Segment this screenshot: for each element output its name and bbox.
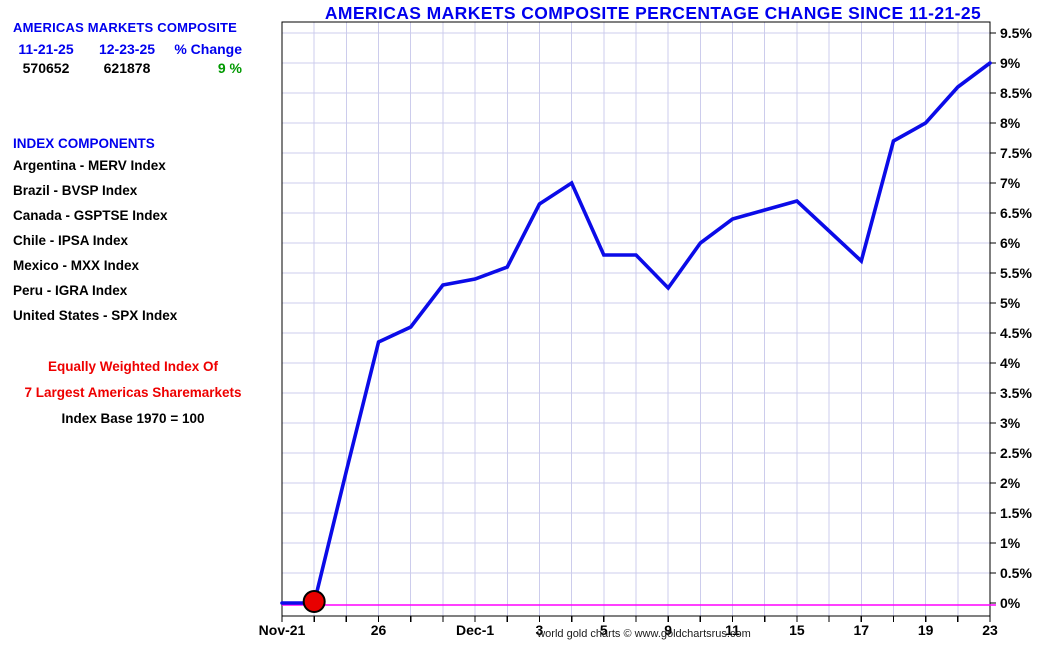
component-item: Canada - GSPTSE Index: [13, 208, 168, 223]
y-axis-tick-label: 3.5%: [1000, 385, 1032, 401]
x-axis-tick-label: 26: [371, 622, 387, 638]
x-axis-tick-label: 9: [664, 622, 672, 638]
start-marker-dot: [302, 590, 326, 613]
y-axis-tick-label: 7%: [1000, 175, 1021, 191]
x-axis-tick-label: 5: [600, 622, 608, 638]
change-column-label: % Change: [174, 41, 242, 57]
component-item: Mexico - MXX Index: [13, 258, 140, 273]
x-axis-tick-label: 3: [536, 622, 544, 638]
y-axis-tick-label: 3%: [1000, 415, 1021, 431]
y-axis-tick-label: 5.5%: [1000, 265, 1032, 281]
y-axis-tick-label: 6%: [1000, 235, 1021, 251]
end-date-label: 12-23-25: [98, 41, 156, 57]
start-value: 570652: [22, 60, 70, 76]
y-axis-tick-label: 8.5%: [1000, 85, 1032, 101]
y-axis-tick-label: 2.5%: [1000, 445, 1032, 461]
y-axis-tick-label: 8%: [1000, 115, 1021, 131]
note-seven-largest: 7 Largest Americas Sharemarkets: [24, 385, 242, 400]
copyright-footer: world gold charts © www.goldchartsrus.co…: [537, 628, 751, 640]
y-axis-tick-label: 7.5%: [1000, 145, 1032, 161]
y-axis-tick-label: 1.5%: [1000, 505, 1032, 521]
x-axis-tick-label: 19: [918, 622, 934, 638]
y-axis-tick-label: 0%: [1000, 595, 1021, 611]
x-axis-tick-label: 17: [853, 622, 869, 638]
y-axis-tick-label: 6.5%: [1000, 205, 1032, 221]
chart-main-title: AMERICAS MARKETS COMPOSITE PERCENTAGE CH…: [324, 3, 982, 23]
start-date-label: 11-21-25: [18, 41, 74, 57]
y-axis-tick-label: 9%: [1000, 55, 1021, 71]
index-notes: Equally Weighted Index Of 7 Largest Amer…: [0, 354, 266, 432]
component-item: Chile - IPSA Index: [13, 233, 129, 248]
x-axis-tick-label: Dec-1: [456, 622, 494, 638]
components-list: Argentina - MERV Index Brazil - BVSP Inde…: [13, 153, 273, 328]
x-axis-tick-label: 15: [789, 622, 805, 638]
component-item: United States - SPX Index: [13, 308, 178, 323]
end-value: 621878: [103, 60, 151, 76]
composite-title: AMERICAS MARKETS COMPOSITE: [13, 20, 238, 35]
component-item: Peru - IGRA Index: [13, 283, 128, 298]
y-axis-tick-label: 4.5%: [1000, 325, 1032, 341]
component-item: Brazil - BVSP Index: [13, 183, 138, 198]
components-heading: INDEX COMPONENTS: [13, 136, 155, 151]
y-axis-tick-label: 5%: [1000, 295, 1021, 311]
component-item: Argentina - MERV Index: [13, 158, 166, 173]
x-axis-tick-label: 23: [982, 622, 998, 638]
percent-change-value: 9 %: [217, 60, 242, 76]
y-axis-tick-label: 2%: [1000, 475, 1021, 491]
x-axis-tick-label: 11: [725, 622, 740, 638]
y-axis-tick-label: 1%: [1000, 535, 1021, 551]
note-equally-weighted: Equally Weighted Index Of: [47, 359, 219, 374]
x-axis-tick-label: Nov-21: [259, 622, 306, 638]
y-axis-tick-label: 9.5%: [1000, 25, 1032, 41]
y-axis-tick-label: 4%: [1000, 355, 1021, 371]
y-axis-tick-label: 0.5%: [1000, 565, 1032, 581]
composite-series-line: [280, 61, 992, 605]
note-index-base: Index Base 1970 = 100: [61, 411, 205, 426]
